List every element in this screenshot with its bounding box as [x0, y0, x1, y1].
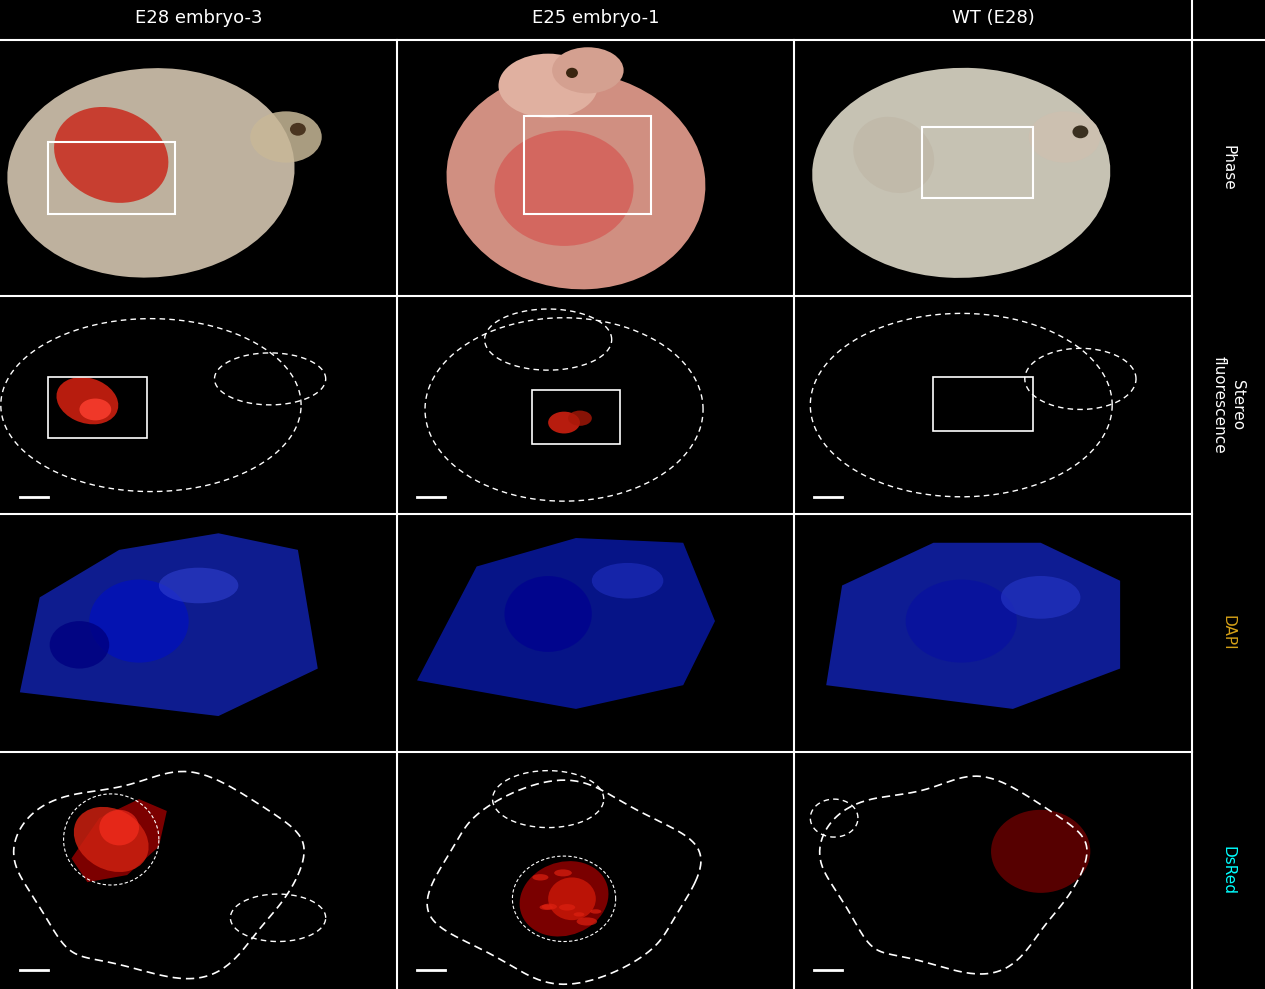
Text: Phase: Phase	[1221, 144, 1236, 191]
Ellipse shape	[552, 47, 624, 93]
Ellipse shape	[540, 905, 553, 910]
Ellipse shape	[520, 861, 608, 937]
Bar	[934, 377, 1032, 431]
Ellipse shape	[990, 810, 1090, 893]
Bar	[48, 377, 147, 438]
Ellipse shape	[812, 68, 1111, 278]
Ellipse shape	[573, 912, 584, 917]
Ellipse shape	[8, 68, 295, 278]
Ellipse shape	[533, 874, 549, 880]
Ellipse shape	[495, 131, 634, 246]
Ellipse shape	[447, 72, 706, 290]
Polygon shape	[417, 538, 715, 709]
Ellipse shape	[1073, 126, 1088, 138]
Text: DsRed: DsRed	[1221, 846, 1236, 895]
Text: Stereo
fluorescence: Stereo fluorescence	[1212, 356, 1245, 454]
Ellipse shape	[591, 909, 601, 914]
Ellipse shape	[73, 807, 148, 872]
Text: E25 embryo-1: E25 embryo-1	[533, 9, 659, 27]
Ellipse shape	[577, 918, 597, 926]
Ellipse shape	[565, 68, 578, 78]
Bar	[48, 142, 175, 214]
Ellipse shape	[99, 810, 139, 846]
Text: E28 embryo-3: E28 embryo-3	[135, 9, 262, 27]
Ellipse shape	[548, 877, 596, 920]
Ellipse shape	[80, 399, 111, 420]
Ellipse shape	[906, 580, 1017, 663]
Ellipse shape	[568, 410, 592, 426]
Ellipse shape	[49, 621, 109, 669]
Ellipse shape	[250, 112, 321, 162]
Ellipse shape	[548, 411, 579, 433]
Ellipse shape	[159, 568, 238, 603]
Ellipse shape	[559, 904, 576, 911]
Ellipse shape	[1028, 112, 1101, 162]
Bar	[921, 127, 1032, 199]
Ellipse shape	[854, 117, 934, 193]
Bar	[533, 390, 620, 444]
Ellipse shape	[1001, 576, 1080, 619]
Ellipse shape	[592, 563, 663, 598]
Ellipse shape	[90, 580, 188, 663]
Bar	[524, 117, 651, 214]
Text: WT (E28): WT (E28)	[951, 9, 1035, 27]
Ellipse shape	[290, 123, 306, 135]
Ellipse shape	[505, 576, 592, 652]
Ellipse shape	[554, 869, 572, 876]
Ellipse shape	[54, 107, 168, 203]
Text: DAPI: DAPI	[1221, 615, 1236, 651]
Polygon shape	[72, 799, 167, 882]
Polygon shape	[826, 543, 1120, 709]
Polygon shape	[20, 533, 318, 716]
Ellipse shape	[541, 904, 557, 910]
Ellipse shape	[57, 377, 119, 424]
Ellipse shape	[498, 53, 598, 118]
